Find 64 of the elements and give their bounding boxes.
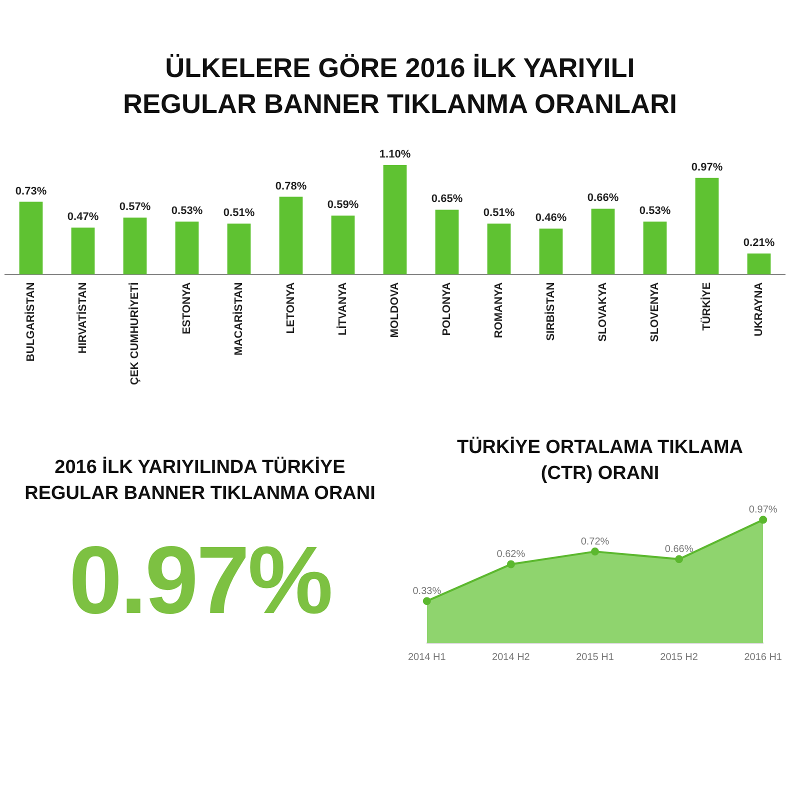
data-label: 0.47% [67, 211, 99, 223]
bar [227, 223, 251, 274]
bar [123, 218, 147, 274]
bar [175, 222, 199, 274]
x-tick-label: SLOVENYA [649, 282, 662, 342]
data-label: 0.72% [580, 536, 610, 548]
x-tick-label: MOLDOVA [389, 282, 402, 338]
bar [435, 210, 459, 274]
data-label: 0.66% [587, 192, 619, 204]
x-tick-label: SLOVAKYA [597, 282, 610, 342]
x-tick-label: LETONYA [285, 282, 298, 334]
data-label: 0.62% [496, 549, 526, 560]
data-label: 0.53% [171, 205, 203, 218]
point [506, 560, 515, 569]
data-label: 0.21% [743, 236, 775, 249]
data-label: 0.51% [223, 207, 255, 220]
data-label: 0.46% [535, 212, 567, 224]
data-label: 0.73% [15, 185, 47, 198]
bar [71, 227, 95, 274]
x-tick-label: ÇEK CUMHURİYETİ [128, 282, 142, 385]
chart-title: ÜLKELERE GÖRE 2016 İLK YARIYILI REGULAR BANNER TIKLANMA ORANLARI [122, 52, 678, 122]
x-tick-label: POLONYA [441, 282, 454, 336]
chart-title: TÜRKİYE ORTALAMA TIKLAMA (CTR) ORANI [456, 436, 744, 486]
data-label: 0.97% [748, 504, 778, 516]
bar [19, 202, 43, 274]
data-label: 0.65% [431, 193, 463, 206]
data-label: 0.53% [639, 205, 671, 218]
x-tick-label: LİTVANYA [336, 282, 350, 336]
text: 0.97% [68, 526, 332, 636]
data-label: 0.57% [119, 201, 151, 214]
x-tick-label: ROMANYA [493, 282, 506, 338]
data-label: 0.51% [483, 207, 515, 220]
bar [591, 208, 615, 274]
data-label: 0.66% [664, 544, 694, 556]
point [591, 548, 599, 556]
bar [643, 222, 667, 274]
point [422, 597, 431, 606]
point [759, 516, 768, 524]
data-label: 1.10% [379, 148, 411, 160]
data-label: 0.33% [412, 586, 442, 598]
x-tick-label: BULGARİSTAN [24, 282, 38, 362]
x-tick-label: 2014 H2 [492, 652, 530, 664]
bar [695, 178, 719, 274]
x-tick-label: HIRVATİSTAN [76, 282, 90, 354]
bar [279, 196, 303, 274]
bar [487, 223, 511, 274]
text: 2016 İLK YARIYILINDA TÜRKİYE REGULAR BANNER TIKLANMA ORANI [24, 456, 376, 506]
x-tick-label: 2015 H2 [660, 652, 698, 664]
x-tick-label: TÜRKİYE [700, 282, 714, 330]
x-tick-label: MACARİSTAN [232, 282, 246, 356]
data-label: 0.59% [327, 199, 359, 212]
bar [383, 164, 407, 274]
bar [747, 253, 771, 274]
data-label: 0.78% [275, 180, 307, 192]
x-tick-label: 2015 H1 [576, 652, 614, 664]
bar [331, 216, 355, 274]
x-tick-label: 2016 H1 [744, 652, 782, 664]
x-tick-label: 2014 H1 [408, 652, 446, 664]
x-tick-label: ESTONYA [181, 282, 194, 334]
x-tick-label: SIRBİSTAN [544, 282, 558, 341]
data-label: 0.97% [691, 161, 723, 174]
bar [539, 228, 563, 274]
x-tick-label: UKRAYNA [753, 282, 766, 336]
point [675, 555, 684, 564]
